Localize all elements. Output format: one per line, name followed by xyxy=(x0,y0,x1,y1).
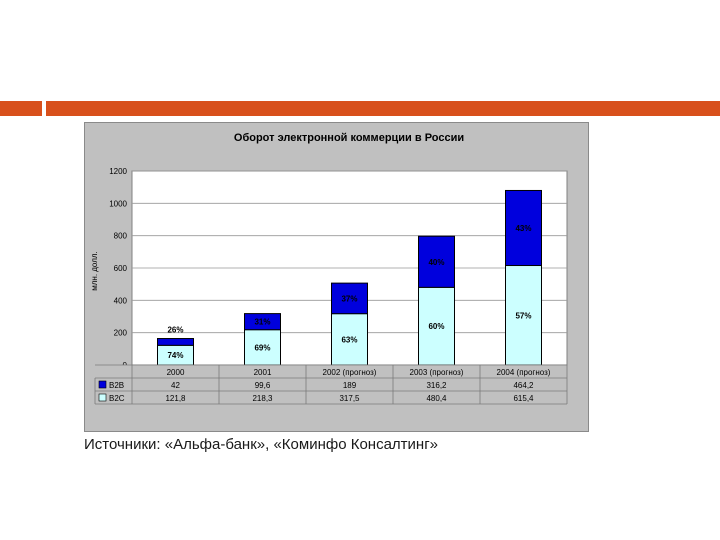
y-tick-label: 400 xyxy=(114,296,128,305)
header-accent-left xyxy=(0,101,42,116)
bar-b2b xyxy=(418,235,455,288)
legend-swatch-b2b xyxy=(98,380,107,389)
y-tick-label: 1000 xyxy=(109,199,127,208)
category-label: 2003 (прогноз) xyxy=(410,368,464,377)
data-table-bg xyxy=(95,365,567,404)
percent-label-b2b: 40% xyxy=(428,258,444,267)
b2c-value-label: 480,4 xyxy=(426,394,447,403)
chart-svg: Оборот электронной коммерции в России мл… xyxy=(90,132,568,405)
b2b-value-label: 99,6 xyxy=(255,381,271,390)
b2c-value-label: 218,3 xyxy=(252,394,273,403)
b2c-value-label: 615,4 xyxy=(513,394,534,403)
percent-label-b2c: 60% xyxy=(428,322,444,331)
b2b-value-label: 316,2 xyxy=(426,381,447,390)
percent-label-b2b: 26% xyxy=(167,326,183,335)
y-tick-label: 200 xyxy=(114,329,128,338)
bar-b2b xyxy=(505,189,542,267)
b2c-value-label: 317,5 xyxy=(339,394,360,403)
percent-label-b2c: 74% xyxy=(167,351,183,360)
b2b-value-label: 42 xyxy=(171,381,180,390)
y-tick-label: 1200 xyxy=(109,167,127,176)
header-divider xyxy=(70,116,598,119)
b2c-value-label: 121,8 xyxy=(165,394,186,403)
chart-frame: Оборот электронной коммерции в России мл… xyxy=(84,122,589,432)
header-accent-right xyxy=(46,101,720,116)
percent-label-b2c: 69% xyxy=(254,343,270,352)
chart-title: Оборот электронной коммерции в России xyxy=(234,132,464,144)
bar-b2b xyxy=(244,313,281,331)
percent-label-b2b: 37% xyxy=(341,294,357,303)
percent-label-b2c: 63% xyxy=(341,335,357,344)
y-tick-label: 800 xyxy=(114,232,128,241)
source-note: Источники: «Альфа-банк», «Коминфо Консал… xyxy=(84,436,439,453)
percent-label-b2b: 43% xyxy=(515,224,531,233)
bar-b2c xyxy=(505,265,542,366)
b2b-value-label: 189 xyxy=(343,381,357,390)
category-label: 2002 (прогноз) xyxy=(323,368,377,377)
category-label: 2000 xyxy=(167,368,185,377)
legend-label-b2b: B2B xyxy=(109,381,124,390)
y-axis-label: млн. долл. xyxy=(90,251,99,291)
y-tick-label: 600 xyxy=(114,264,128,273)
bar-b2b xyxy=(331,282,368,315)
category-label: 2001 xyxy=(254,368,272,377)
category-label: 2004 (прогноз) xyxy=(497,368,551,377)
percent-label-b2c: 57% xyxy=(515,311,531,320)
percent-label-b2b: 31% xyxy=(254,318,270,327)
b2b-value-label: 464,2 xyxy=(513,381,534,390)
legend-label-b2c: B2C xyxy=(109,394,125,403)
legend-swatch-b2c xyxy=(98,393,107,402)
bar-b2b xyxy=(157,338,194,346)
